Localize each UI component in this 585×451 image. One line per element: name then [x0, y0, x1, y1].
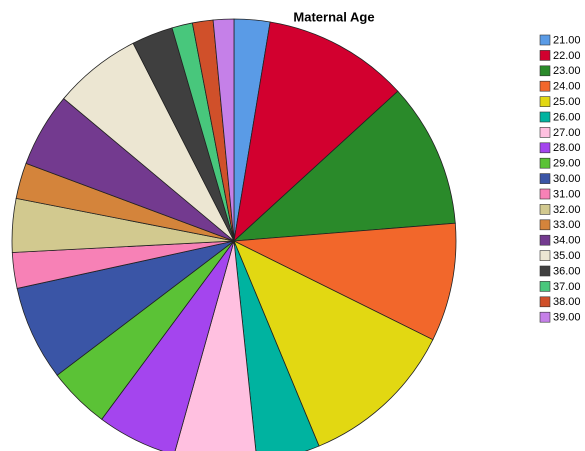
legend-label: 27.00 — [553, 127, 581, 139]
legend-label: 35.00 — [553, 250, 581, 262]
legend-swatch — [539, 250, 551, 261]
legend-swatch — [539, 65, 551, 77]
legend-swatch — [539, 173, 551, 184]
legend-swatch — [539, 188, 551, 200]
pie-slice — [174, 240, 257, 451]
legend-label: 33.00 — [553, 219, 581, 231]
pie-slice — [212, 18, 235, 242]
legend-label: 29.00 — [553, 158, 581, 170]
legend-swatch — [539, 234, 551, 246]
legend-label: 31.00 — [553, 188, 581, 200]
legend-swatch — [539, 111, 551, 123]
legend-label: 22.00 — [553, 50, 581, 62]
legend-label: 26.00 — [553, 111, 581, 123]
pie-slice — [233, 21, 399, 243]
legend-label: 39.00 — [553, 312, 581, 324]
pie-slice — [233, 240, 434, 447]
legend-swatch — [539, 142, 551, 154]
legend-label: 24.00 — [553, 81, 581, 93]
chart-title: Maternal Age — [293, 9, 374, 24]
legend-swatch — [539, 34, 551, 46]
legend-swatch — [539, 96, 551, 107]
legend-swatch — [539, 127, 551, 138]
legend-swatch — [539, 296, 551, 308]
legend-label: 32.00 — [553, 204, 581, 216]
legend-swatch — [539, 281, 551, 292]
legend-swatch — [539, 204, 551, 215]
legend-label: 25.00 — [553, 96, 581, 108]
legend-label: 21.00 — [553, 34, 581, 46]
legend-label: 30.00 — [553, 173, 581, 185]
pie-slice — [233, 240, 320, 451]
legend-swatch — [539, 80, 551, 92]
legend-label: 28.00 — [553, 142, 581, 154]
legend-label: 34.00 — [553, 235, 581, 247]
legend-swatch — [539, 265, 551, 277]
pie-slice — [232, 222, 457, 341]
legend-label: 36.00 — [553, 265, 581, 277]
legend-label: 23.00 — [553, 65, 581, 77]
legend-swatch — [539, 219, 551, 231]
pie-slice — [232, 90, 456, 242]
legend-label: 37.00 — [553, 281, 581, 293]
legend-swatch — [539, 50, 551, 61]
legend-swatch — [539, 311, 551, 323]
legend-label: 38.00 — [553, 296, 581, 308]
legend-swatch — [539, 157, 551, 169]
